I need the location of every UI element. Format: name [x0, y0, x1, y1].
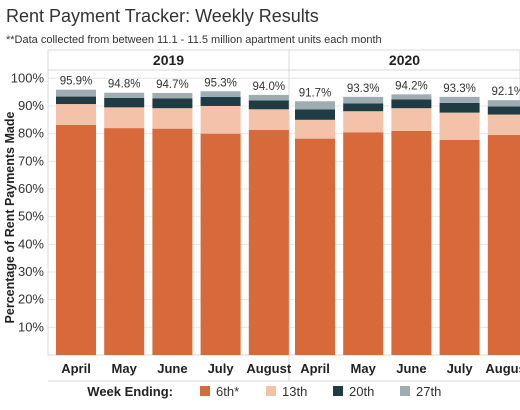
bar-segment — [104, 97, 145, 108]
x-tick-label: June — [396, 361, 426, 376]
y-tick-label: 40% — [18, 236, 44, 251]
bar-segment — [200, 96, 241, 106]
bar-segment — [295, 109, 335, 120]
total-label: 95.3% — [204, 77, 237, 89]
total-label: 92.1% — [491, 86, 520, 98]
bar-segment — [152, 108, 193, 129]
total-label: 94.0% — [252, 81, 285, 93]
x-tick-label: May — [112, 361, 138, 376]
legend-swatch — [266, 386, 276, 396]
total-label: 94.2% — [395, 80, 428, 92]
x-tick-label: April — [300, 361, 330, 376]
x-tick-label: August — [246, 361, 291, 376]
legend-label: 20th — [349, 384, 374, 399]
y-tick-label: 60% — [18, 181, 44, 196]
x-tick-label: July — [447, 361, 474, 376]
total-label: 95.9% — [60, 76, 93, 88]
bar-segment — [391, 130, 432, 355]
bar-segment — [56, 96, 96, 105]
bar-segment — [295, 101, 335, 110]
bar-segment — [391, 99, 432, 109]
page-title: Rent Payment Tracker: Weekly Results — [6, 6, 319, 26]
y-tick-label: 50% — [18, 209, 44, 224]
legend-swatch — [200, 386, 210, 396]
total-label: 93.3% — [347, 83, 380, 95]
legend-swatch — [400, 386, 410, 396]
bar-segment — [248, 94, 289, 101]
bar-segment — [439, 112, 480, 141]
bar-segment — [295, 119, 335, 139]
bar-segment — [56, 89, 96, 97]
bar-segment — [343, 103, 384, 112]
bar-segment — [104, 107, 145, 129]
bar-segment — [487, 114, 520, 136]
legend-label: 6th* — [216, 384, 239, 399]
bar-segment — [343, 96, 384, 104]
bar-segment — [200, 91, 241, 97]
bar-segment — [152, 128, 193, 355]
bar-segment — [56, 104, 96, 125]
y-tick-label: 100% — [11, 70, 45, 85]
bar-segment — [200, 105, 241, 134]
x-tick-label: April — [61, 361, 91, 376]
bar-segment — [439, 96, 480, 103]
bar-segment — [391, 108, 432, 131]
x-tick-label: June — [157, 361, 187, 376]
bar-segment — [295, 138, 335, 355]
bar-segment — [152, 98, 193, 109]
total-label: 94.7% — [156, 79, 189, 91]
page-subtitle: **Data collected from between 11.1 - 11.… — [6, 34, 382, 46]
x-tick-label: August — [485, 361, 520, 376]
x-tick-label: May — [351, 361, 377, 376]
total-label: 93.3% — [443, 83, 476, 95]
bar-segment — [248, 109, 289, 130]
bar-segment — [439, 102, 480, 113]
bar-segment — [487, 106, 520, 115]
x-tick-label: July — [208, 361, 235, 376]
bar-segment — [248, 100, 289, 110]
bar-segment — [343, 132, 384, 355]
legend-label: 13th — [282, 384, 307, 399]
legend-title: Week Ending: — [87, 384, 173, 399]
legend-swatch — [333, 386, 343, 396]
bar-segment — [248, 129, 289, 355]
total-label: 91.7% — [299, 87, 332, 99]
bar-segment — [487, 135, 520, 355]
legend-label: 27th — [416, 384, 441, 399]
bar-segment — [104, 128, 145, 355]
bar-segment — [104, 92, 145, 98]
y-tick-label: 30% — [18, 264, 44, 279]
y-tick-label: 80% — [18, 126, 44, 141]
bar-segment — [439, 140, 480, 355]
total-label: 94.8% — [108, 79, 141, 91]
bar-segment — [487, 100, 520, 107]
bar-segment — [391, 94, 432, 100]
group-label-2019: 2019 — [153, 52, 184, 68]
bar-segment — [56, 124, 96, 355]
y-tick-label: 20% — [18, 292, 44, 307]
bar-segment — [152, 92, 193, 99]
y-axis-label: Percentage of Rent Payments Made — [3, 112, 17, 324]
bar-segment — [343, 111, 384, 133]
y-tick-label: 90% — [18, 98, 44, 113]
bar-segment — [200, 133, 241, 355]
y-tick-label: 10% — [18, 319, 44, 334]
group-label-2020: 2020 — [389, 52, 420, 68]
y-tick-label: 70% — [18, 153, 44, 168]
